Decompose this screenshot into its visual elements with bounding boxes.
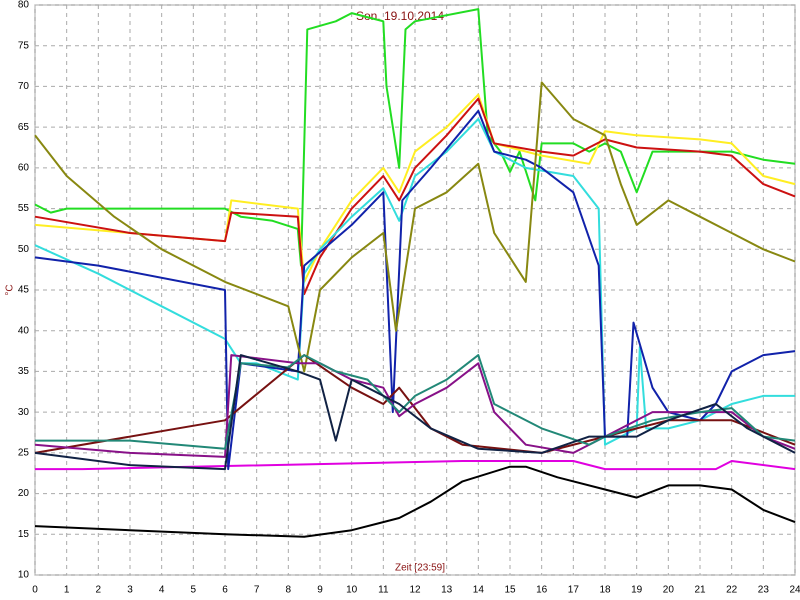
x-tick-label: 19: [631, 585, 643, 596]
x-tick-label: 15: [504, 585, 516, 596]
series-line: [34, 354, 796, 454]
x-tick-label: 5: [191, 585, 197, 596]
x-tick-label: 14: [473, 585, 485, 596]
y-tick-label: 60: [18, 162, 30, 173]
y-tick-label: 15: [18, 529, 30, 540]
y-tick-label: 20: [18, 488, 30, 499]
y-tick-label: 75: [18, 40, 30, 51]
series-line: [34, 93, 796, 283]
y-tick-label: 30: [18, 407, 30, 418]
y-axis-label: °C: [5, 284, 16, 295]
x-tick-label: 17: [568, 585, 580, 596]
y-tick-label: 80: [18, 0, 30, 11]
x-tick-label: 6: [222, 585, 228, 596]
series-line: [34, 465, 796, 538]
x-tick-label: 8: [286, 585, 292, 596]
x-tick-label: 21: [694, 585, 706, 596]
y-tick-label: 10: [18, 570, 30, 581]
y-tick-label: 45: [18, 285, 30, 296]
series-line: [34, 81, 796, 373]
y-tick-label: 40: [18, 325, 30, 336]
x-tick-label: 18: [599, 585, 611, 596]
x-tick-label: 3: [127, 585, 133, 596]
x-tick-label: 20: [663, 585, 675, 596]
x-tick-label: 24: [789, 585, 800, 596]
x-tick-label: 16: [536, 585, 548, 596]
y-tick-label: 25: [18, 447, 30, 458]
series-line: [34, 109, 796, 471]
x-tick-label: 7: [254, 585, 260, 596]
x-tick-label: 23: [758, 585, 770, 596]
y-tick-label: 50: [18, 244, 30, 255]
y-tick-label: 70: [18, 81, 30, 92]
y-tick-label: 55: [18, 203, 30, 214]
x-tick-label: 0: [32, 585, 38, 596]
x-axis-label: Zeit [23:59]: [395, 563, 445, 574]
y-tick-label: 65: [18, 122, 30, 133]
series-line: [34, 8, 796, 267]
x-tick-label: 11: [378, 585, 389, 596]
series-line: [34, 97, 796, 296]
x-tick-label: 9: [317, 585, 323, 596]
x-tick-label: 4: [159, 585, 165, 596]
y-tick-label: 35: [18, 366, 30, 377]
x-tick-label: 12: [409, 585, 421, 596]
series-line: [34, 354, 796, 471]
x-tick-label: 22: [726, 585, 738, 596]
x-tick-label: 2: [96, 585, 102, 596]
x-tick-label: 1: [64, 585, 70, 596]
chart-title: Son. 19.10.2014: [356, 9, 444, 23]
x-tick-label: 10: [346, 585, 358, 596]
series-line: [35, 460, 796, 471]
x-tick-label: 13: [441, 585, 453, 596]
